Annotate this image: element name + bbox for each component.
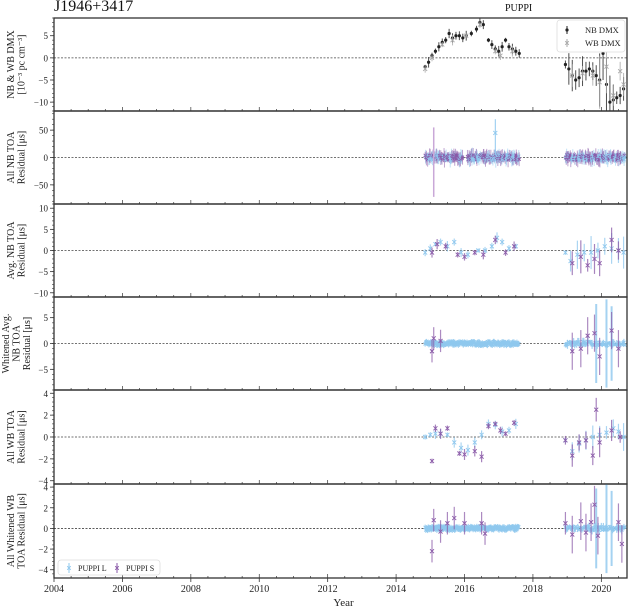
- x-tick-label: 2012: [318, 584, 338, 595]
- svg-text:Residual [μs]: Residual [μs]: [22, 317, 33, 370]
- x-tick-label: 2010: [249, 584, 269, 595]
- y-axis-label: All WB TOA Residual [μs]: [6, 409, 28, 464]
- y-tick-label: −4: [38, 565, 48, 575]
- y-axis-label: Avg. NB TOA Residual [μs]: [6, 221, 28, 280]
- y-axis-label: NB & WB DMX [10⁻³ pc cm⁻³]: [6, 30, 28, 99]
- panel-3-data: [422, 227, 626, 277]
- y-tick-label: −50: [34, 180, 49, 190]
- x-tick-label: 2008: [181, 584, 201, 595]
- svg-text:Residual [μs]: Residual [μs]: [17, 410, 28, 463]
- y-tick-label: 2: [44, 411, 49, 421]
- y-axis-label: All NB TOA Residual [μs]: [6, 131, 28, 184]
- svg-text:NB TOA: NB TOA: [12, 324, 23, 361]
- panel-5: 4 2 0 −2 −4 All WB TOA Residual [μs]: [6, 389, 628, 486]
- panel-2: 50 0 −50 All NB TOA Residual [μs]: [6, 110, 628, 205]
- y-axis-label: All Whitened WB TOA Residual [μs]: [6, 493, 28, 569]
- svg-text:All NB TOA: All NB TOA: [6, 131, 17, 184]
- y-tick-label: −2: [38, 454, 48, 464]
- legend-label: NB DMX: [585, 25, 619, 35]
- svg-text:TOA Residual [μs]: TOA Residual [μs]: [17, 493, 28, 569]
- svg-text:NB & WB DMX: NB & WB DMX: [6, 30, 17, 99]
- y-tick-label: 4: [44, 483, 49, 493]
- legend-label: WB DMX: [585, 38, 621, 48]
- svg-text:All Whitened WB: All Whitened WB: [6, 494, 17, 567]
- panel-4-data: [423, 299, 627, 388]
- svg-text:Avg. NB TOA: Avg. NB TOA: [6, 221, 17, 280]
- y-tick-label: −5: [38, 267, 48, 277]
- x-axis-label: Year: [333, 597, 354, 608]
- y-axis-label: Whitened Avg. NB TOA Residual [μs]: [1, 314, 33, 374]
- figure-title: J1946+3417: [54, 0, 134, 15]
- dmx-legend: NB DMX WB DMX: [556, 19, 626, 53]
- y-tick-label: 5: [44, 313, 49, 323]
- y-tick-label: 0: [44, 339, 49, 349]
- x-tick-label: 2014: [386, 584, 406, 595]
- y-tick-label: 50: [39, 126, 49, 136]
- panel-frame: [53, 483, 628, 579]
- y-tick-label: 5: [44, 225, 49, 235]
- y-tick-label: −10: [34, 98, 49, 108]
- svg-text:[10⁻³ pc cm⁻³]: [10⁻³ pc cm⁻³]: [17, 35, 28, 95]
- panel-6: 4 2 0 −2 −4 All Whitened WB TOA Residual [μs]: [6, 483, 628, 579]
- y-tick-label: 4: [44, 389, 49, 399]
- x-tick-label: 2018: [523, 584, 543, 595]
- y-tick-label: 0: [44, 53, 49, 63]
- panel-frame: [53, 17, 628, 112]
- receiver-subtitle: PUPPI: [505, 3, 533, 14]
- svg-text:All WB TOA: All WB TOA: [6, 409, 17, 464]
- legend-label: PUPPI L: [78, 564, 107, 573]
- y-tick-label: 2: [44, 503, 49, 513]
- panel-3: 10 5 0 −5 −10 Avg. NB TOA Residual [μs]: [6, 203, 628, 298]
- legend-label: PUPPI S: [126, 564, 154, 573]
- x-tick-label: 2004: [44, 584, 64, 595]
- panel-1-data: [422, 18, 626, 111]
- y-tick-label: 10: [39, 204, 49, 214]
- panel-4: 5 0 −5 Whitened Avg. NB TOA Residual [μs]: [1, 296, 628, 391]
- x-tick-label: 2020: [591, 584, 611, 595]
- y-tick-label: 0: [44, 524, 49, 534]
- y-tick-label: −10: [34, 288, 49, 298]
- panel-1: 5 0 −5 −10 NB & WB DMX [10⁻³ pc cm⁻³]: [6, 17, 628, 112]
- y-tick-label: −5: [38, 365, 48, 375]
- panel-5-data: [422, 397, 626, 467]
- y-tick-label: 0: [44, 246, 49, 256]
- x-tick-label: 2006: [112, 584, 132, 595]
- y-tick-label: 0: [44, 433, 49, 443]
- panel-2-data: [423, 119, 627, 197]
- svg-text:Whitened Avg.: Whitened Avg.: [1, 314, 12, 374]
- y-tick-label: 5: [44, 31, 49, 41]
- y-tick-label: −5: [38, 76, 48, 86]
- y-tick-label: −2: [38, 545, 48, 555]
- svg-text:Residual [μs]: Residual [μs]: [17, 224, 28, 277]
- receiver-legend: PUPPI L PUPPI S: [57, 559, 161, 576]
- x-tick-label: 2016: [455, 584, 475, 595]
- svg-text:Residual [μs]: Residual [μs]: [17, 131, 28, 184]
- y-tick-label: −4: [38, 476, 48, 486]
- y-tick-label: 0: [44, 153, 49, 163]
- panel-6-data: [423, 484, 627, 574]
